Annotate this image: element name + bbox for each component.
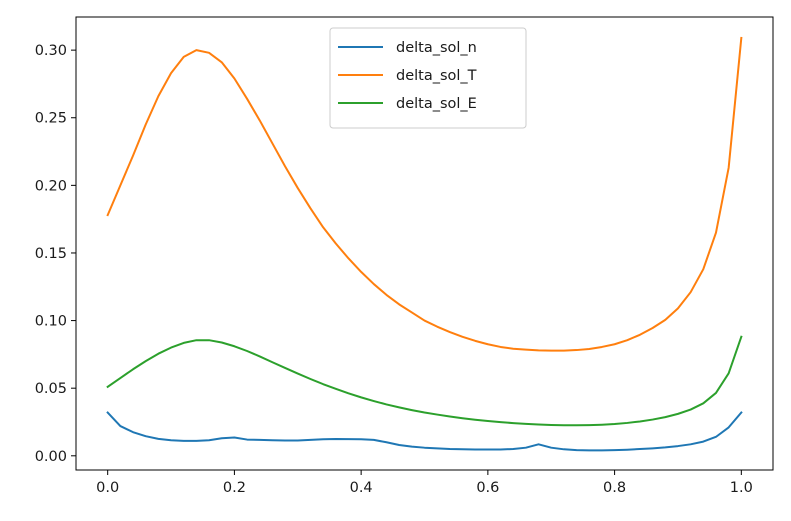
x-tick-label: 0.8 xyxy=(603,480,626,496)
series-line-delta_sol_n xyxy=(106,411,743,452)
y-axis: 0.00 0.05 0.10 0.15 0.20 0.25 0.30 xyxy=(35,43,76,465)
y-tick-label: 0.20 xyxy=(35,178,67,194)
legend: delta_sol_n delta_sol_T delta_sol_E xyxy=(329,27,527,129)
x-tick-label: 0.0 xyxy=(96,480,119,496)
x-tick-label: 0.6 xyxy=(476,480,499,496)
series-layer xyxy=(106,36,743,452)
x-axis: 0.0 0.2 0.4 0.6 0.8 1.0 xyxy=(96,470,753,496)
x-tick-label: 0.2 xyxy=(223,480,246,496)
legend-label-delta_sol_E: delta_sol_E xyxy=(396,96,477,112)
y-tick-label: 0.00 xyxy=(35,449,67,465)
x-tick-label: 1.0 xyxy=(730,480,753,496)
legend-label-delta_sol_T: delta_sol_T xyxy=(396,68,477,84)
y-tick-label: 0.30 xyxy=(35,43,67,59)
series-line-delta_sol_E xyxy=(106,335,743,427)
y-tick-label: 0.10 xyxy=(35,314,67,330)
legend-label-delta_sol_n: delta_sol_n xyxy=(396,40,477,56)
y-tick-label: 0.05 xyxy=(35,381,67,397)
series-line-delta_sol_T xyxy=(106,36,743,352)
y-tick-label: 0.15 xyxy=(35,246,67,262)
y-tick-label: 0.25 xyxy=(35,111,67,127)
axes-frame xyxy=(75,16,774,471)
x-tick-label: 0.4 xyxy=(350,480,373,496)
